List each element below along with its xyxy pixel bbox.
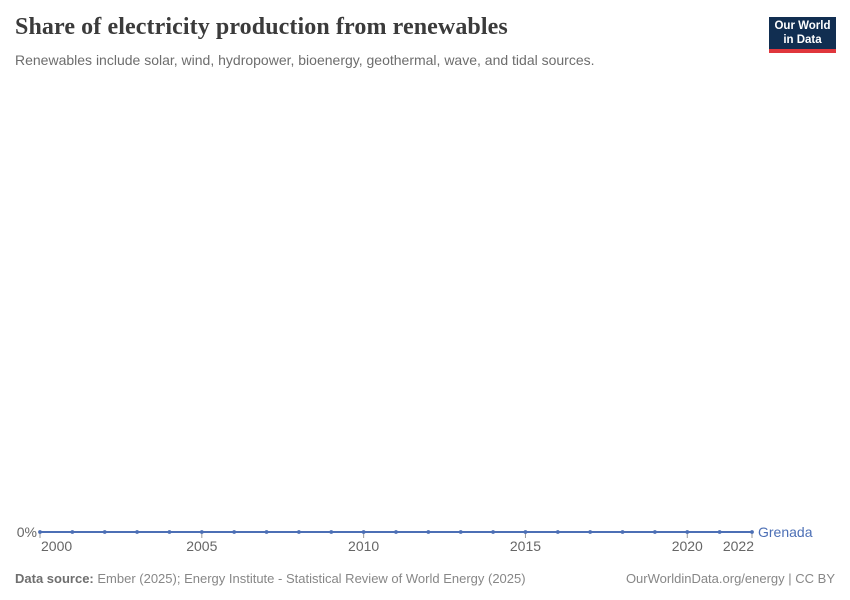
data-point-2001[interactable] — [70, 530, 75, 534]
x-axis-label: 2020 — [672, 538, 703, 554]
owid-logo-line1: Our World — [774, 19, 831, 32]
data-point-2011[interactable] — [394, 530, 398, 534]
license-note[interactable]: OurWorldinData.org/energy | CC BY — [625, 571, 835, 586]
data-point-2000[interactable] — [38, 530, 42, 534]
data-source-label: Data source: — [15, 571, 94, 586]
data-point-2018[interactable] — [620, 530, 625, 534]
data-point-2021[interactable] — [717, 530, 722, 534]
data-point-2017[interactable] — [588, 530, 593, 534]
owid-logo[interactable]: Our World in Data — [769, 17, 836, 53]
data-point-2007[interactable] — [264, 530, 269, 534]
data-point-2013[interactable] — [458, 530, 463, 534]
data-point-2010[interactable] — [361, 530, 366, 534]
chart-title: Share of electricity production from ren… — [15, 14, 508, 40]
data-point-2009[interactable] — [329, 530, 334, 534]
data-point-2012[interactable] — [426, 530, 431, 534]
data-source-text: Ember (2025); Energy Institute - Statist… — [93, 571, 526, 586]
x-axis-label: 2022 — [723, 538, 754, 554]
data-point-2022[interactable] — [750, 530, 754, 534]
data-point-2003[interactable] — [135, 530, 139, 534]
chart-subtitle: Renewables include solar, wind, hydropow… — [15, 51, 595, 68]
x-axis-label: 2010 — [348, 538, 379, 554]
x-axis-label: 2005 — [186, 538, 217, 554]
data-point-2019[interactable] — [653, 530, 657, 534]
entity-label-grenada[interactable]: Grenada — [758, 524, 813, 540]
x-axis-label: 2000 — [41, 538, 72, 554]
data-point-2014[interactable] — [491, 530, 495, 534]
data-point-2008[interactable] — [297, 530, 301, 534]
data-point-2015[interactable] — [523, 530, 528, 534]
owid-logo-text: Our World in Data — [774, 19, 830, 48]
y-axis-label: 0% — [17, 524, 37, 540]
data-point-2002[interactable] — [102, 530, 107, 534]
chart-header: Share of electricity production from ren… — [15, 14, 750, 69]
chart-footer: Data source: Ember (2025); Energy Instit… — [15, 571, 835, 586]
data-source-note: Data source: Ember (2025); Energy Instit… — [15, 571, 526, 586]
x-axis-label: 2015 — [510, 538, 541, 554]
data-point-2004[interactable] — [167, 530, 172, 534]
owid-logo-line2: in Data — [783, 34, 822, 46]
data-point-2006[interactable] — [232, 530, 237, 534]
data-point-2016[interactable] — [555, 530, 560, 534]
data-point-2020[interactable] — [685, 530, 690, 534]
data-point-2005[interactable] — [199, 530, 204, 534]
